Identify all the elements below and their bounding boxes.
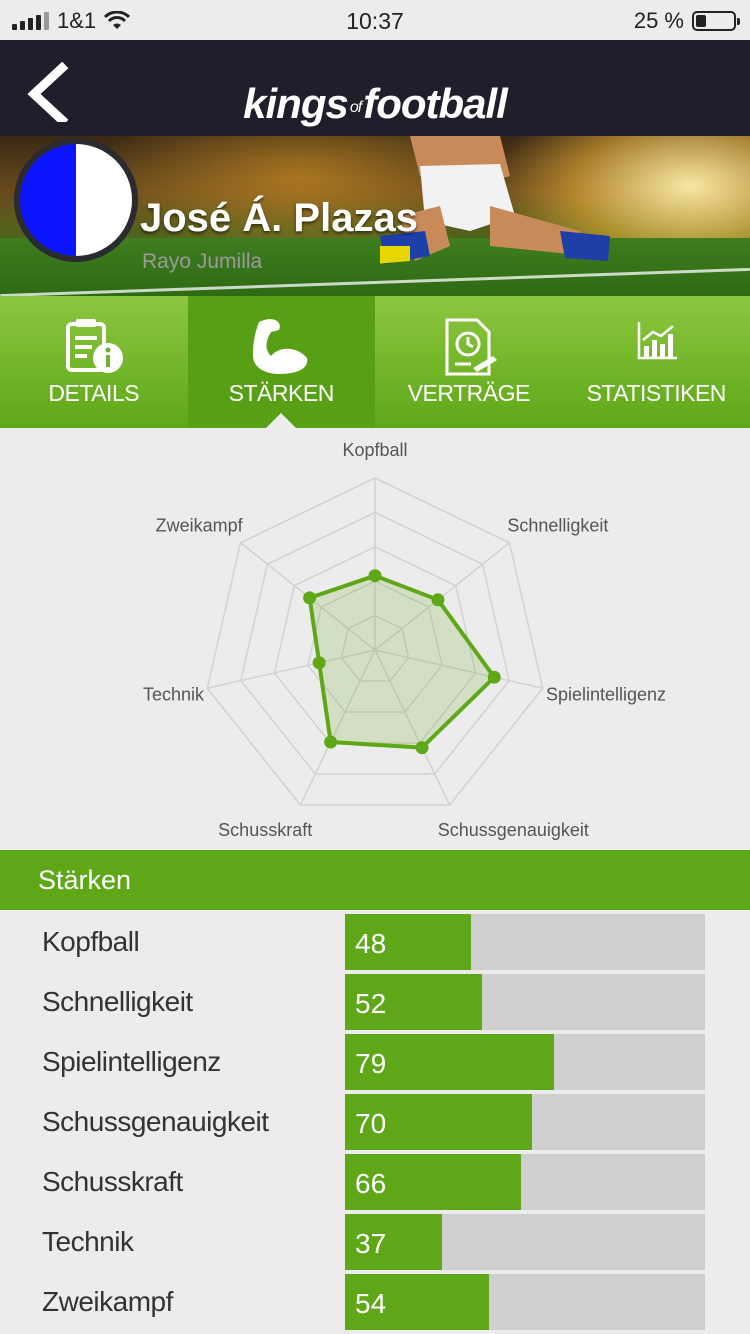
stat-value: 70 [355, 1108, 387, 1139]
stat-value: 66 [355, 1168, 387, 1199]
radar-grid-ring [206, 477, 544, 806]
section-title: Stärken [38, 865, 132, 895]
stat-row: Zweikampf 54 [0, 1270, 750, 1330]
radar-axis-label: Schussgenauigkeit [438, 820, 589, 840]
stat-bar-fill [345, 1274, 489, 1330]
tab-vertraege[interactable]: VERTRÄGE [375, 296, 563, 428]
player-name: José Á. Plazas [140, 196, 418, 240]
stat-value: 54 [355, 1288, 387, 1319]
stat-label: Schusskraft [42, 1166, 183, 1197]
stat-label: Schnelligkeit [42, 986, 193, 1017]
stat-bar-fill [345, 1214, 443, 1270]
stat-bar: 66 [345, 1154, 705, 1210]
radar-axis-label: Schnelligkeit [507, 515, 608, 535]
stat-label: Zweikampf [42, 1286, 173, 1317]
radar-point [368, 569, 382, 583]
bar-chart-icon [638, 322, 678, 360]
carrier-label: 1&1 [57, 8, 97, 33]
stat-bar: 48 [345, 914, 705, 970]
stat-bar: 37 [345, 1214, 705, 1270]
app-logo: kings offootball [243, 80, 508, 127]
stat-row: Spielintelligenz 79 [0, 1030, 750, 1090]
contract-clock-icon [445, 318, 497, 376]
tab-bar: DETAILS STÄRKEN VERTRÄGE STATISTIKEN [0, 296, 750, 429]
radar-point [431, 593, 445, 607]
club-logo [14, 138, 138, 262]
radar-point [324, 735, 338, 749]
stat-bar-fill [345, 974, 482, 1030]
radar-spoke [207, 649, 376, 690]
radar-grid-ring [240, 511, 510, 775]
tab-details[interactable]: DETAILS [0, 296, 188, 428]
radar-axis-label: Spielintelligenz [546, 685, 666, 705]
stat-row: Technik 37 [0, 1210, 750, 1270]
stat-bar-fill [345, 1094, 533, 1150]
radar-series-area [307, 573, 497, 750]
player-club: Rayo Jumilla [142, 250, 263, 273]
back-arrow-icon[interactable] [20, 62, 80, 122]
radar-point [312, 656, 326, 670]
stat-label: Schussgenauigkeit [42, 1106, 269, 1137]
stat-bar: 70 [345, 1094, 705, 1150]
stat-bar: 54 [345, 1274, 705, 1330]
stat-bar-fill [345, 1034, 554, 1090]
stat-label: Technik [42, 1226, 134, 1257]
radar-axis-label: Zweikampf [156, 515, 244, 535]
stat-row: Schussgenauigkeit 70 [0, 1090, 750, 1150]
tab-staerken[interactable]: STÄRKEN [187, 296, 375, 429]
radar-point [303, 591, 317, 605]
player-hero: José Á. Plazas Rayo Jumilla [0, 136, 750, 296]
stat-row: Kopfball 48 [0, 910, 750, 970]
signal-icon [12, 12, 49, 30]
stat-row: Schusskraft 66 [0, 1150, 750, 1210]
stat-bar: 79 [345, 1034, 705, 1090]
stat-bar-fill [345, 1154, 522, 1210]
radar-point [415, 741, 429, 755]
status-bar: 1&1 10:37 25 % [0, 0, 750, 40]
player-photo [380, 136, 610, 264]
wifi-icon [104, 11, 131, 29]
radar-axis-label: Kopfball [342, 440, 407, 460]
battery-icon [692, 11, 740, 31]
flexed-arm-icon [253, 319, 308, 374]
strengths-list: Kopfball 48 Schnelligkeit 52 Spielintell… [0, 910, 750, 1330]
radar-spoke [299, 649, 376, 806]
radar-spoke [374, 649, 451, 806]
radar-grid-ring [340, 614, 410, 682]
document-info-icon [65, 319, 123, 373]
stat-bar-fill [345, 914, 471, 970]
stat-label: Spielintelligenz [42, 1046, 221, 1077]
stat-value: 48 [355, 928, 387, 959]
radar-point [487, 670, 501, 684]
stat-value: 79 [355, 1048, 387, 1079]
clock: 10:37 [346, 8, 404, 34]
stat-row: Schnelligkeit 52 [0, 970, 750, 1030]
strengths-radar-chart: Kopfball Schnelligkeit Spielintelligenz Sch… [0, 428, 750, 850]
stat-label: Kopfball [42, 926, 140, 957]
section-header: Stärken [0, 850, 750, 910]
battery-percent: 25 % [633, 8, 684, 33]
radar-axis-label: Schusskraft [218, 820, 312, 840]
nav-bar: kings offootball [0, 40, 750, 136]
radar-svg: Kopfball Schnelligkeit Spielintelligenz Sch… [143, 440, 666, 840]
radar-spoke [374, 649, 543, 690]
tab-statistiken[interactable]: STATISTIKEN [563, 296, 750, 428]
radar-axis-label: Technik [143, 685, 205, 705]
stat-bar: 52 [345, 974, 705, 1030]
stat-value: 52 [355, 988, 387, 1019]
stat-value: 37 [355, 1228, 387, 1259]
radar-grid-ring [307, 580, 443, 713]
